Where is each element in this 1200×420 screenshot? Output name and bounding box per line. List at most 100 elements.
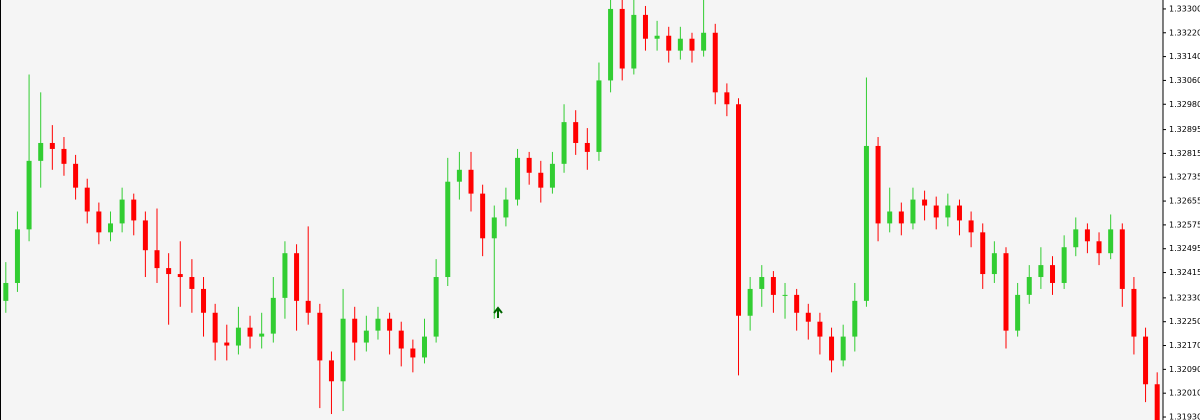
y-tick-label: 1.33300	[1169, 4, 1200, 13]
y-tick-label: 1.32090	[1169, 365, 1200, 374]
candle-body	[968, 220, 974, 233]
candle-body	[491, 217, 497, 239]
candle-body	[96, 211, 102, 233]
candle-body	[1119, 229, 1125, 289]
candle-body	[712, 32, 718, 93]
candle-body	[829, 336, 835, 361]
candle-body	[538, 172, 544, 188]
y-tick-label: 1.33220	[1169, 28, 1200, 37]
candle-body	[375, 318, 381, 331]
candle-body	[328, 360, 334, 382]
y-tick-label: 1.33060	[1169, 76, 1200, 85]
candle-body	[573, 122, 579, 143]
candle-body	[480, 193, 486, 239]
candle-body	[631, 14, 637, 69]
candle-body	[61, 148, 67, 164]
candle-body	[224, 342, 230, 346]
candle-body	[898, 211, 904, 224]
candle-body	[747, 288, 753, 316]
y-tick-label: 1.31930	[1169, 413, 1200, 420]
candle-body	[166, 268, 172, 275]
candle-body	[584, 142, 590, 152]
buy-arrow	[493, 306, 503, 318]
candle-body	[456, 169, 462, 182]
candle-body	[107, 223, 113, 233]
candle-body	[759, 277, 765, 289]
y-tick-label: 1.32575	[1169, 220, 1200, 229]
candle-body	[259, 333, 265, 337]
candle-body	[49, 142, 55, 149]
y-tick-label: 1.32895	[1169, 125, 1200, 134]
candle-body	[1073, 229, 1079, 248]
candle-body	[14, 229, 20, 283]
y-tick-label: 1.32330	[1169, 293, 1200, 302]
candle-body	[305, 300, 311, 313]
candle-body	[561, 122, 567, 164]
candle-body	[421, 336, 427, 358]
plot-area	[3, 0, 1160, 420]
candle-body	[1131, 288, 1137, 337]
candle-body	[201, 288, 207, 313]
candle-body	[3, 282, 9, 301]
candle-body	[445, 181, 451, 278]
candle-body	[1050, 265, 1056, 283]
candle-body	[549, 163, 555, 188]
candle-body	[677, 38, 683, 51]
y-tick-label: 1.32655	[1169, 197, 1200, 206]
candle-body	[119, 199, 125, 224]
candle-body	[212, 312, 218, 343]
candle-body	[654, 35, 660, 39]
candle-body	[352, 318, 358, 343]
candle-body	[154, 250, 160, 269]
candle-body	[189, 277, 195, 289]
candle-body	[247, 327, 253, 337]
candle-body	[131, 199, 137, 221]
candle-body	[317, 312, 323, 361]
candle-body	[142, 220, 148, 251]
candle-body	[619, 8, 625, 69]
candle-body	[887, 211, 893, 224]
y-tick-label: 1.32415	[1169, 268, 1200, 277]
y-tick-label: 1.33140	[1169, 52, 1200, 61]
candle-body	[1015, 294, 1021, 331]
candle-body	[363, 330, 369, 343]
candle-body	[840, 336, 846, 361]
candle-body	[433, 277, 439, 337]
candle-body	[701, 32, 707, 51]
candle-body	[294, 253, 300, 301]
candle-body	[956, 205, 962, 221]
y-tick-label: 1.32010	[1169, 389, 1200, 398]
candle-body	[770, 277, 776, 295]
candle-body	[817, 321, 823, 337]
candle-body	[991, 253, 997, 275]
candle-body	[177, 274, 183, 278]
candle-body	[1038, 265, 1044, 278]
candle-body	[1026, 277, 1032, 295]
candle-body	[736, 104, 742, 316]
candle-body	[922, 199, 928, 206]
candle-body	[503, 199, 509, 218]
y-tick-label: 1.32250	[1169, 317, 1200, 326]
candle-body	[666, 35, 672, 51]
candle-body	[270, 297, 276, 334]
candle-body	[73, 163, 79, 188]
plot-background	[0, 0, 1163, 420]
candle-body	[724, 92, 730, 105]
candle-body	[910, 199, 916, 224]
candle-body	[805, 312, 811, 322]
candle-body	[689, 38, 695, 51]
candle-body	[1154, 384, 1160, 420]
candle-body	[398, 330, 404, 349]
candle-body	[26, 160, 32, 230]
candle-body	[468, 169, 474, 194]
candle-body	[1096, 241, 1102, 254]
candle-body	[642, 14, 648, 39]
candle-body	[235, 327, 241, 346]
candle-body	[526, 157, 532, 173]
candle-body	[515, 157, 521, 200]
candle-body	[782, 294, 788, 296]
axis-background	[1163, 0, 1200, 420]
candle-body	[1143, 336, 1149, 385]
candle-body	[410, 348, 416, 358]
candle-body	[1003, 253, 1009, 331]
